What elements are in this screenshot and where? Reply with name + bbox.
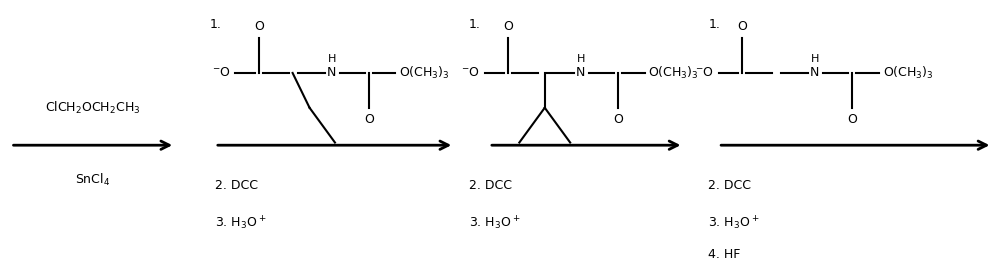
- Text: O: O: [738, 20, 748, 33]
- Text: O: O: [613, 113, 623, 126]
- Text: N: N: [327, 66, 336, 79]
- Text: O(CH$_3$)$_3$: O(CH$_3$)$_3$: [882, 65, 933, 81]
- Text: O: O: [253, 20, 263, 33]
- Text: 1.: 1.: [210, 18, 222, 31]
- Text: H: H: [810, 54, 819, 63]
- Text: $^{-}$O: $^{-}$O: [212, 66, 231, 79]
- Text: 3. H$_3$O$^+$: 3. H$_3$O$^+$: [709, 214, 759, 232]
- Text: 1.: 1.: [469, 18, 481, 31]
- Text: O: O: [503, 20, 513, 33]
- Text: $^{-}$O: $^{-}$O: [461, 66, 480, 79]
- Text: 4. HF: 4. HF: [709, 249, 741, 261]
- Text: 3. H$_3$O$^+$: 3. H$_3$O$^+$: [469, 214, 521, 232]
- Text: H: H: [327, 54, 335, 63]
- Text: SnCl$_4$: SnCl$_4$: [75, 172, 110, 188]
- Text: $^{-}$O: $^{-}$O: [696, 66, 715, 79]
- Text: 2. DCC: 2. DCC: [709, 179, 751, 192]
- Text: 1.: 1.: [709, 18, 721, 31]
- Text: 2. DCC: 2. DCC: [215, 179, 257, 192]
- Text: O(CH$_3$)$_3$: O(CH$_3$)$_3$: [649, 65, 700, 81]
- Text: ClCH$_2$OCH$_2$CH$_3$: ClCH$_2$OCH$_2$CH$_3$: [45, 100, 140, 116]
- Text: O(CH$_3$)$_3$: O(CH$_3$)$_3$: [399, 65, 450, 81]
- Text: N: N: [810, 66, 819, 79]
- Text: 3. H$_3$O$^+$: 3. H$_3$O$^+$: [215, 214, 266, 232]
- Text: O: O: [847, 113, 857, 126]
- Text: O: O: [364, 113, 374, 126]
- Text: H: H: [577, 54, 585, 63]
- Text: N: N: [576, 66, 586, 79]
- Text: 2. DCC: 2. DCC: [469, 179, 512, 192]
